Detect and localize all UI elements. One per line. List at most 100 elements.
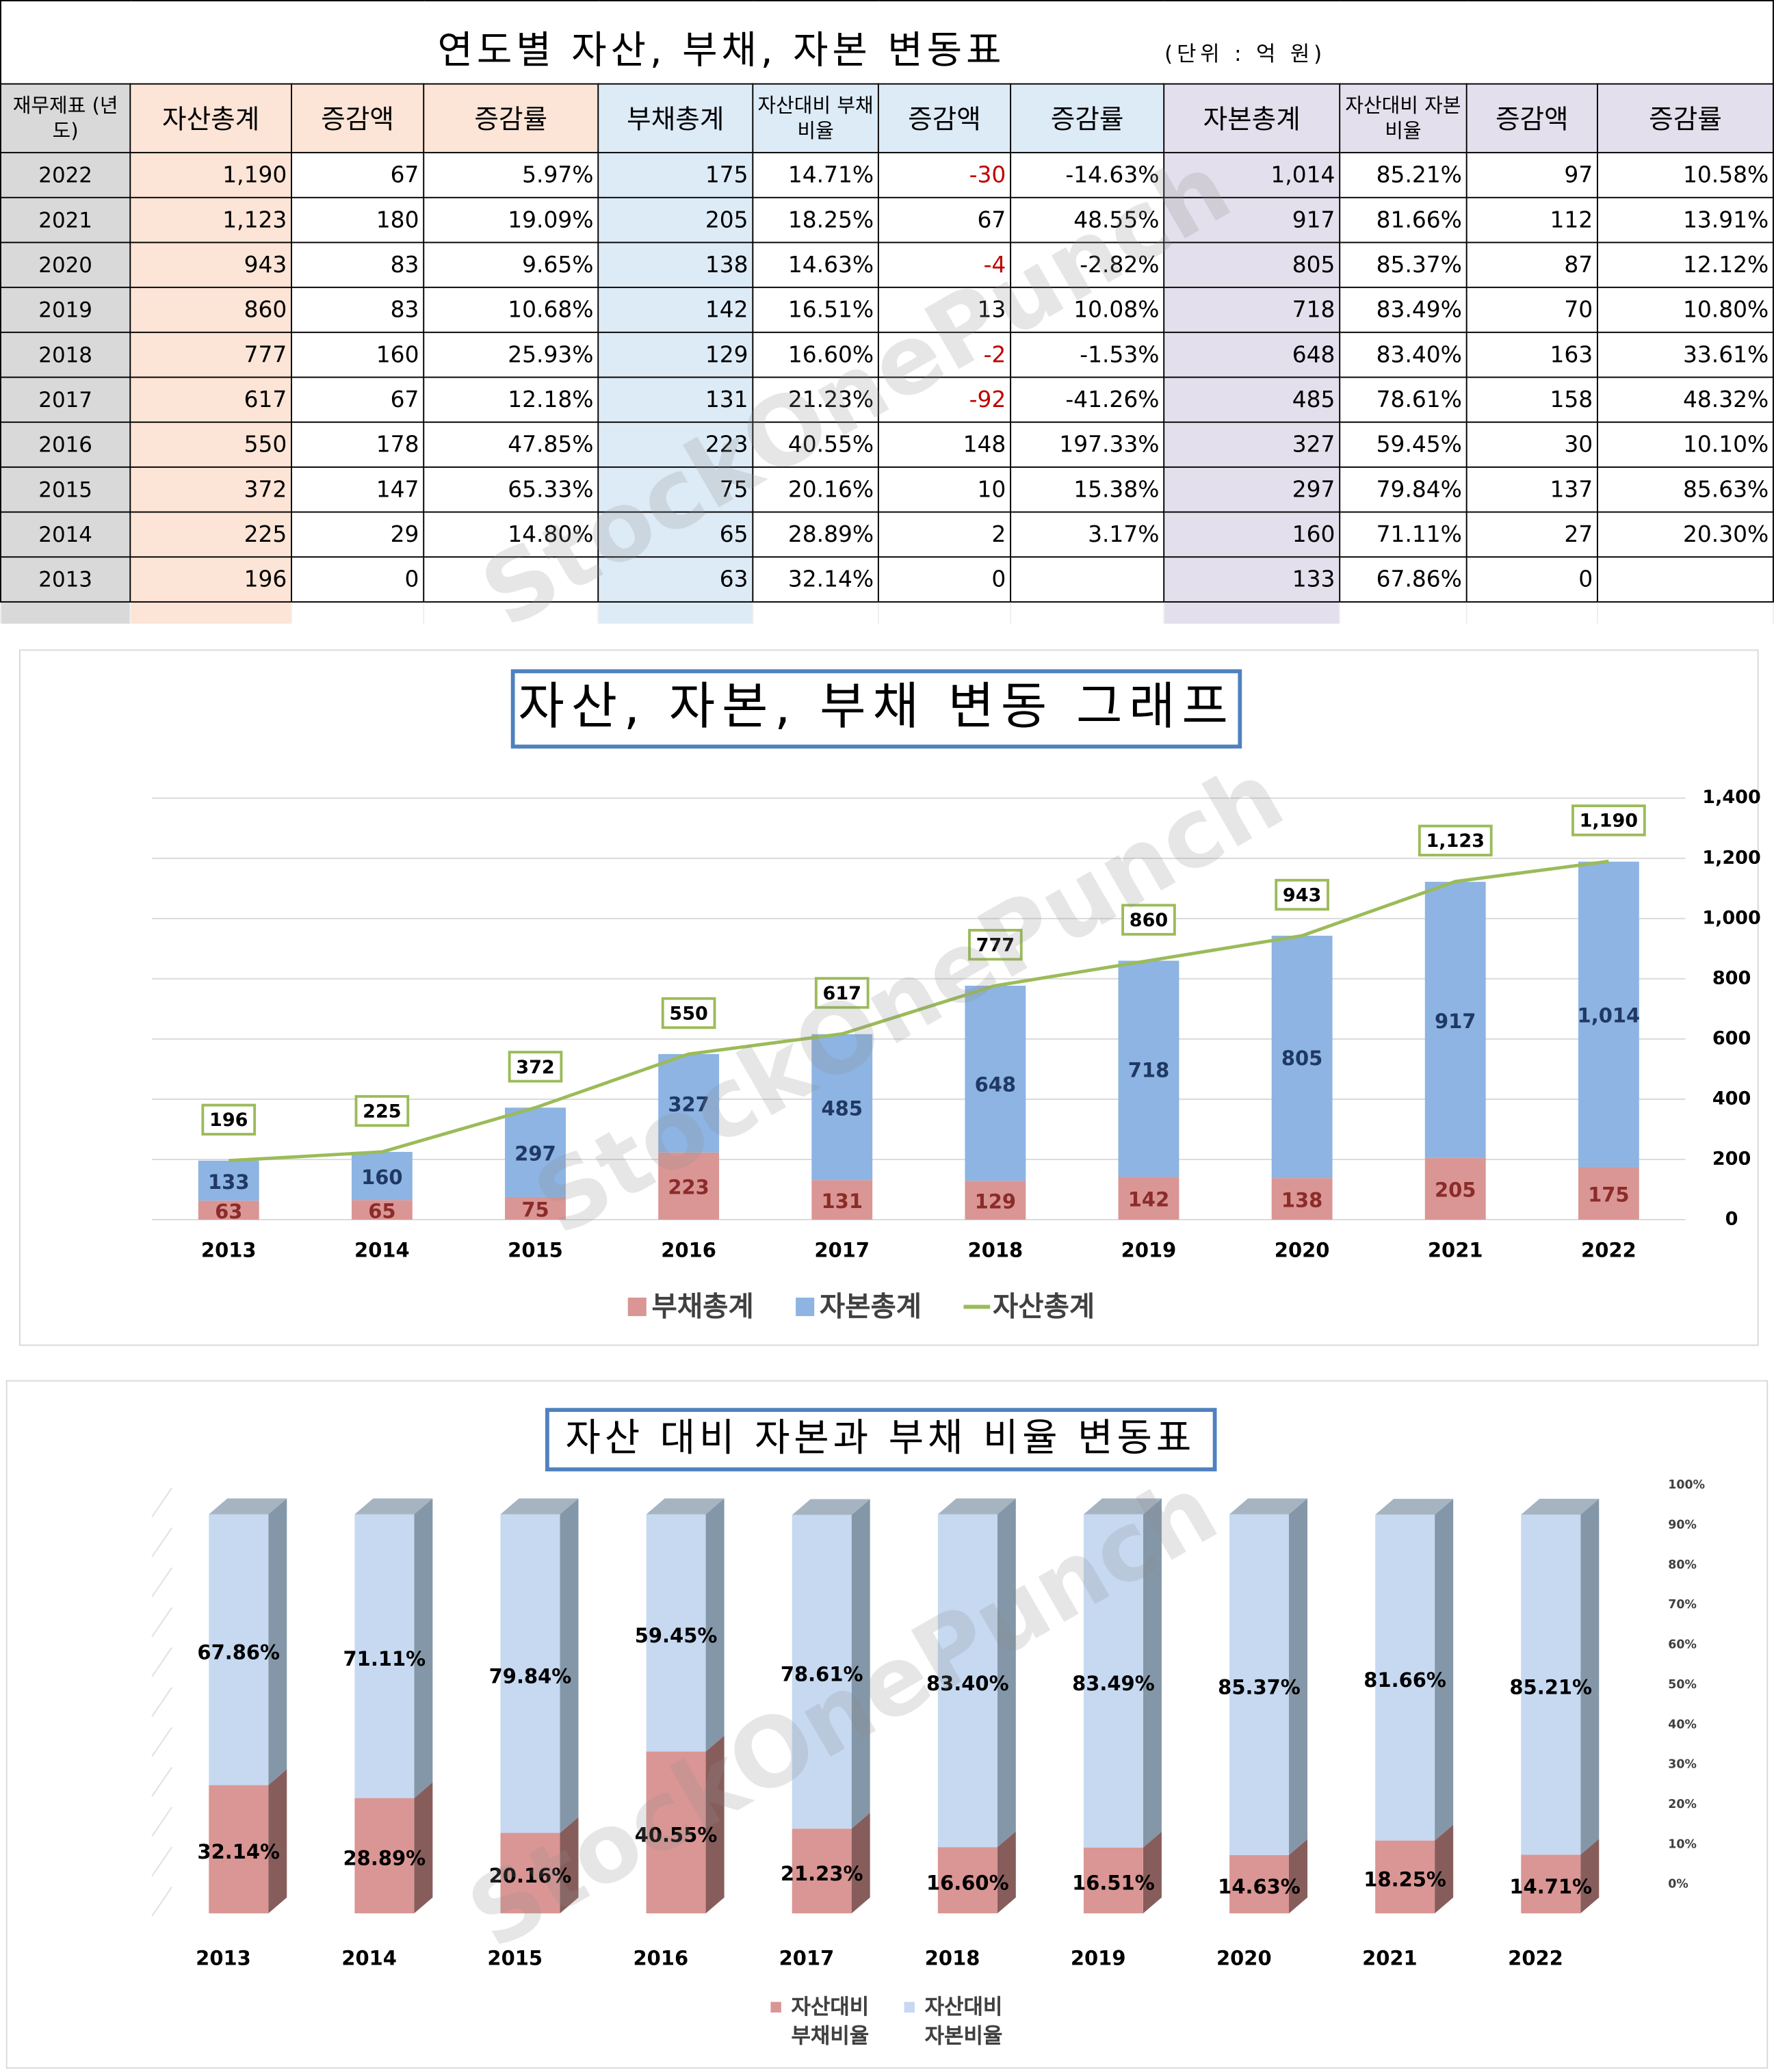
x-tick-label: 2013 xyxy=(196,1947,251,1970)
line-label-text: 1,190 xyxy=(1580,811,1639,832)
table-cell: 33.61% xyxy=(1596,331,1774,378)
x-tick-label: 2014 xyxy=(354,1238,410,1261)
line-label: 225 xyxy=(354,1094,410,1127)
bar xyxy=(792,1828,852,1914)
table-cell: 97 xyxy=(1465,152,1598,198)
bar xyxy=(965,1181,1026,1220)
table-cell: 12.18% xyxy=(423,376,599,423)
table-cell: 9.65% xyxy=(423,241,599,289)
bar xyxy=(1578,1166,1639,1220)
bar-label: 133 xyxy=(208,1170,249,1194)
chart-frame xyxy=(5,1380,1769,2069)
bar-label: 63 xyxy=(215,1200,242,1223)
bar xyxy=(1271,1178,1333,1220)
x-tick-label: 2018 xyxy=(968,1238,1023,1261)
bar-label: 75 xyxy=(521,1198,549,1221)
y-tick-label: 60% xyxy=(1668,1638,1697,1652)
bar-side xyxy=(851,1499,870,1829)
table-cell: 223 xyxy=(597,421,754,468)
grid-line xyxy=(151,1727,172,1757)
bar-label: 160 xyxy=(361,1166,402,1189)
table-cell: 21.23% xyxy=(752,376,879,423)
y-tick-label: 10% xyxy=(1668,1837,1697,1851)
y-tick-label: 40% xyxy=(1668,1718,1697,1731)
bar-side xyxy=(1288,1498,1308,1855)
y-tick-label: 1,400 xyxy=(1702,787,1761,808)
table-cell: 27 xyxy=(1465,511,1598,558)
bar xyxy=(1521,1514,1581,1855)
y-tick-label: 400 xyxy=(1712,1088,1751,1109)
y-tick-label: 0% xyxy=(1668,1878,1688,1891)
y-tick-label: 50% xyxy=(1668,1678,1697,1692)
table-cell: 30 xyxy=(1465,421,1598,468)
table-cell: 0 xyxy=(291,556,425,603)
table-cell: 197.33% xyxy=(1010,421,1165,468)
table-cell: 1,190 xyxy=(129,152,292,198)
line-label: 550 xyxy=(661,997,716,1030)
bar-label: 81.66% xyxy=(1364,1668,1446,1692)
bar-top xyxy=(1083,1498,1162,1514)
bar xyxy=(811,1034,873,1181)
bar-top xyxy=(1375,1499,1454,1515)
line-label: 617 xyxy=(814,977,870,1009)
line-label-box xyxy=(968,928,1023,961)
table-cell: 112 xyxy=(1465,196,1598,244)
line-label-text: 196 xyxy=(209,1110,248,1131)
header-cell: 증감액 xyxy=(877,83,1012,154)
header-cell: 증감률 xyxy=(1596,83,1774,154)
table-cell: 67.86% xyxy=(1339,556,1468,603)
x-tick-label: 2021 xyxy=(1362,1947,1418,1970)
header-cell: 자산대비 부채비율 xyxy=(752,83,879,154)
line-label-text: 943 xyxy=(1283,884,1321,906)
bar xyxy=(1375,1840,1435,1914)
bar-label: 718 xyxy=(1128,1058,1169,1081)
bar xyxy=(354,1798,415,1914)
bar xyxy=(351,1200,413,1220)
blank-cell xyxy=(129,601,292,623)
table-cell: -4 xyxy=(877,241,1012,289)
bar xyxy=(965,985,1026,1181)
x-tick-label: 2022 xyxy=(1508,1947,1563,1970)
table-cell: 2014 xyxy=(0,511,131,558)
bar-side xyxy=(997,1498,1016,1848)
table-cell: 205 xyxy=(597,196,754,244)
header-cell: 증감액 xyxy=(1465,83,1598,154)
table-cell: 85.37% xyxy=(1339,241,1468,289)
grid-line xyxy=(151,1766,172,1797)
data-table: 연도별 자산, 부채, 자본 변동표 (단위 : 억 원) 재무제표 (년도) 자… xyxy=(0,0,1774,623)
bar-label: 648 xyxy=(975,1073,1016,1096)
bar-label: 14.63% xyxy=(1218,1875,1301,1898)
blank-cell xyxy=(1339,601,1468,623)
bar xyxy=(1375,1514,1435,1841)
x-tick-label: 2017 xyxy=(814,1238,870,1261)
header-cell: 증감률 xyxy=(1010,83,1165,154)
bar xyxy=(1424,1157,1486,1220)
table-cell: 158 xyxy=(1465,376,1598,423)
table-cell: 137 xyxy=(1465,466,1598,513)
line-label-box xyxy=(508,1051,563,1083)
bar-top xyxy=(792,1499,870,1515)
table-cell: 20.30% xyxy=(1596,511,1774,558)
table-cell: 805 xyxy=(1163,241,1341,289)
bar-label: 1,014 xyxy=(1578,1004,1641,1027)
line-label-box xyxy=(661,997,716,1030)
data-row: 2015 372 147 65.33% 75 20.16% 10 15.38% 297 79.84… xyxy=(0,466,1774,513)
data-row: 2014 225 29 14.80% 65 28.89% 2 3.17% 160 71.11% 27… xyxy=(0,511,1774,558)
table-cell: 40.55% xyxy=(752,421,879,468)
bar xyxy=(505,1196,566,1220)
table-cell: 163 xyxy=(1465,331,1598,378)
data-row: 2021 1,123 180 19.09% 205 18.25% 67 48.55% 917 81… xyxy=(0,196,1774,244)
bar-label: 205 xyxy=(1435,1179,1476,1202)
bar xyxy=(646,1514,706,1752)
bar xyxy=(209,1514,269,1785)
table-cell: 10.80% xyxy=(1596,287,1774,333)
table-cell: 10.08% xyxy=(1010,287,1165,333)
header-cell: 자산총계 xyxy=(129,83,292,154)
table-title-cell: 연도별 자산, 부채, 자본 변동표 (단위 : 억 원) xyxy=(0,0,1774,85)
x-tick-label: 2019 xyxy=(1071,1947,1126,1970)
table-cell: 20.16% xyxy=(752,466,879,513)
table-cell: 70 xyxy=(1465,287,1598,333)
bar-label: 485 xyxy=(822,1097,863,1120)
bar xyxy=(1083,1514,1143,1848)
line-label: 943 xyxy=(1275,878,1329,911)
